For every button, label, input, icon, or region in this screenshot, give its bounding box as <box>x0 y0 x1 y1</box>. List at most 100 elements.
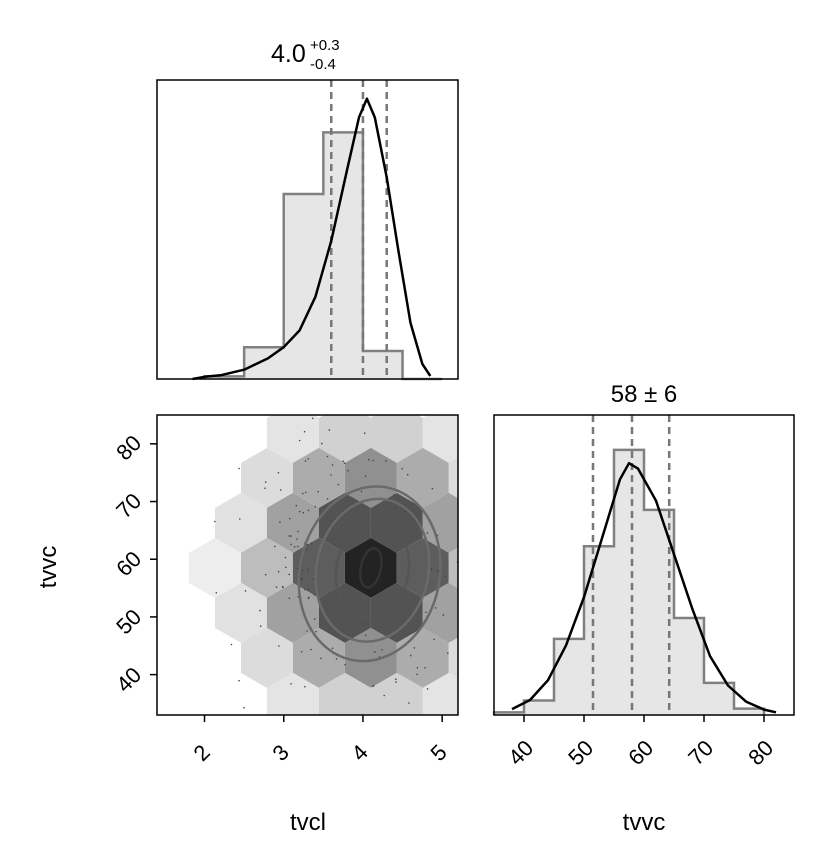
scatter-point <box>372 459 374 462</box>
scatter-point <box>310 648 312 651</box>
scatter-point <box>413 647 416 649</box>
scatter-point <box>360 490 363 493</box>
scatter-point <box>416 673 418 676</box>
joint-content <box>187 336 553 761</box>
hexbin-cell <box>241 447 293 508</box>
scatter-point <box>305 491 307 494</box>
hexbin-cell <box>344 537 397 598</box>
scatter-point <box>431 487 434 490</box>
scatter-point <box>374 651 376 653</box>
hexbin-cell <box>266 582 319 643</box>
scatter-point <box>467 413 469 415</box>
tvvc-x-tick-label: 40 <box>503 735 538 770</box>
scatter-point <box>326 455 329 458</box>
density-contour <box>297 485 442 663</box>
scatter-point <box>187 336 189 338</box>
scatter-point <box>464 440 466 442</box>
scatter-point <box>307 588 309 591</box>
hexbin-cell <box>501 538 553 598</box>
scatter-point <box>326 498 329 500</box>
scatter-point <box>259 625 262 627</box>
scatter-point <box>214 520 216 523</box>
tvcl-frame <box>156 79 459 380</box>
hexbin-cell <box>292 627 345 688</box>
scatter-point <box>383 694 386 697</box>
scatter-point <box>321 442 323 445</box>
hexbin-cell <box>189 537 241 598</box>
density-contour <box>358 546 383 589</box>
scatter-point <box>425 611 427 614</box>
tvvc-histogram-panel <box>492 414 795 722</box>
scatter-point <box>395 678 397 680</box>
tvcl-histogram-panel <box>156 79 459 381</box>
scatter-point <box>239 518 241 520</box>
hexbin-cell <box>370 582 423 643</box>
scatter-point <box>307 458 309 460</box>
scatter-point <box>475 689 477 691</box>
scatter-point <box>303 430 306 433</box>
joint-y-tick-label: 80 <box>111 430 146 465</box>
hexbin-cell <box>448 547 458 589</box>
scatter-point <box>312 404 314 406</box>
joint-x-tick-label: 5 <box>426 740 452 766</box>
tvcl-title-minus: -0.4 <box>310 56 336 73</box>
scatter-point <box>468 647 470 649</box>
scatter-point <box>320 657 322 660</box>
tvcl-hist-outline <box>203 131 443 381</box>
scatter-point <box>277 570 280 573</box>
scatter-point <box>335 658 338 660</box>
tvvc-x-tick-label: 80 <box>743 735 778 770</box>
hexbin-cell <box>318 492 371 553</box>
scatter-point <box>444 576 447 578</box>
scatter-point <box>463 411 465 413</box>
tvcl-hist-fill <box>204 132 443 379</box>
scatter-point <box>468 510 470 512</box>
scatter-point <box>416 667 419 669</box>
scatter-point <box>279 489 282 491</box>
scatter-point <box>308 596 310 599</box>
hexbin-cell <box>448 457 458 499</box>
scatter-point <box>300 577 303 580</box>
scatter-point <box>463 713 465 715</box>
scatter-point <box>227 759 229 761</box>
scatter-point <box>264 573 267 576</box>
scatter-point <box>285 566 287 569</box>
scatter-point <box>297 545 299 548</box>
scatter-point <box>315 630 317 633</box>
scatter-point <box>288 597 291 600</box>
scatter-point <box>424 667 426 669</box>
scatter-point <box>317 490 319 493</box>
scatter-point <box>314 505 317 508</box>
scatter-point <box>305 548 308 551</box>
joint-x-tick-label: 3 <box>268 740 294 766</box>
scatter-point <box>434 607 437 609</box>
density-contour <box>314 497 431 643</box>
hexbin-cell <box>266 672 319 715</box>
density-contour <box>334 521 411 620</box>
scatter-point <box>293 546 296 548</box>
hexbin-cell <box>422 492 458 553</box>
hexbin-cell <box>448 637 458 679</box>
joint-x-tick-label: 2 <box>189 740 215 766</box>
scatter-point <box>331 464 334 466</box>
scatter-point <box>302 492 304 495</box>
hexbin-cell <box>292 537 345 598</box>
scatter-point <box>401 468 404 470</box>
scatter-point <box>313 618 316 620</box>
scatter-point <box>433 638 435 641</box>
scatter-point <box>238 467 240 470</box>
scatter-point <box>306 568 309 570</box>
scatter-point <box>298 510 301 513</box>
scatter-point <box>406 473 409 476</box>
tvcl-title-value: 4.0 <box>271 40 306 68</box>
hexbin-cell <box>475 583 527 643</box>
hexbin-cell <box>422 582 458 643</box>
joint-y-tick-label: 60 <box>111 546 146 581</box>
scatter-point <box>430 568 433 570</box>
scatter-point <box>404 510 407 513</box>
scatter-point <box>243 706 245 709</box>
scatter-point <box>395 681 397 683</box>
joint-y-tick-label: 40 <box>111 662 146 697</box>
hexbin-cell <box>215 582 267 643</box>
